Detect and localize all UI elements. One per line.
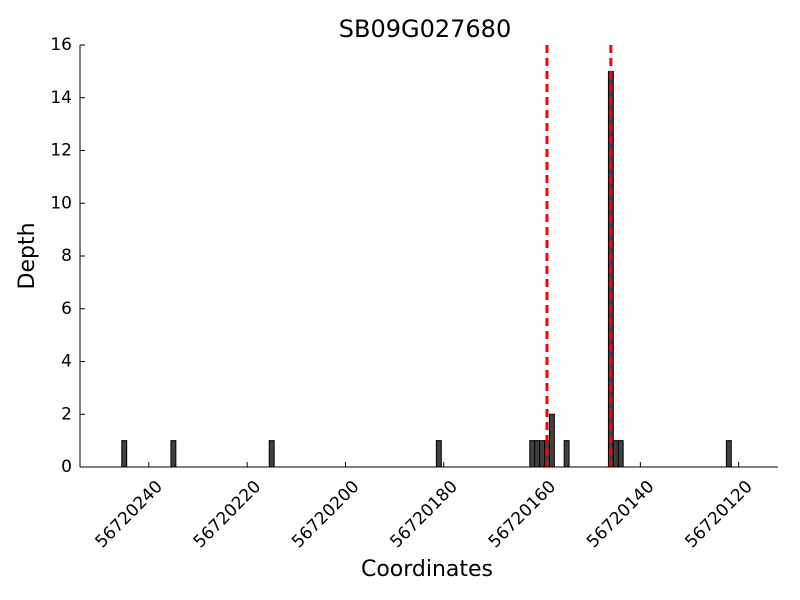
x-tick-label: 56720140 (583, 477, 658, 552)
bar (534, 440, 541, 468)
x-tick-label: 56720220 (190, 477, 265, 552)
x-axis-label: Coordinates (361, 557, 493, 582)
x-tick-label: 56720120 (681, 477, 756, 552)
bar (617, 440, 624, 468)
chart-title: SB09G027680 (339, 15, 511, 43)
y-tick-label: 10 (50, 193, 72, 213)
y-tick-label: 4 (61, 352, 72, 372)
bar (121, 440, 128, 468)
bar (170, 440, 177, 468)
bar (563, 440, 570, 468)
bar (539, 440, 546, 468)
x-tick-label: 56720240 (92, 477, 167, 552)
bar (725, 440, 732, 468)
bar (612, 440, 619, 468)
y-axis-label: Depth (15, 222, 40, 289)
y-tick-label: 14 (50, 88, 72, 108)
x-tick-label: 56720200 (288, 477, 363, 552)
y-tick-label: 8 (61, 246, 72, 266)
plot-frame (80, 45, 778, 467)
y-tick-label: 6 (61, 299, 72, 319)
bar (268, 440, 275, 468)
x-tick-label: 56720180 (386, 477, 461, 552)
bar (435, 440, 442, 468)
y-tick-label: 12 (50, 141, 72, 161)
bar (529, 440, 536, 468)
y-tick-label: 16 (50, 35, 72, 55)
y-tick-label: 0 (61, 457, 72, 477)
y-tick-label: 2 (61, 404, 72, 424)
x-tick-label: 56720160 (485, 477, 560, 552)
bar (548, 413, 555, 468)
